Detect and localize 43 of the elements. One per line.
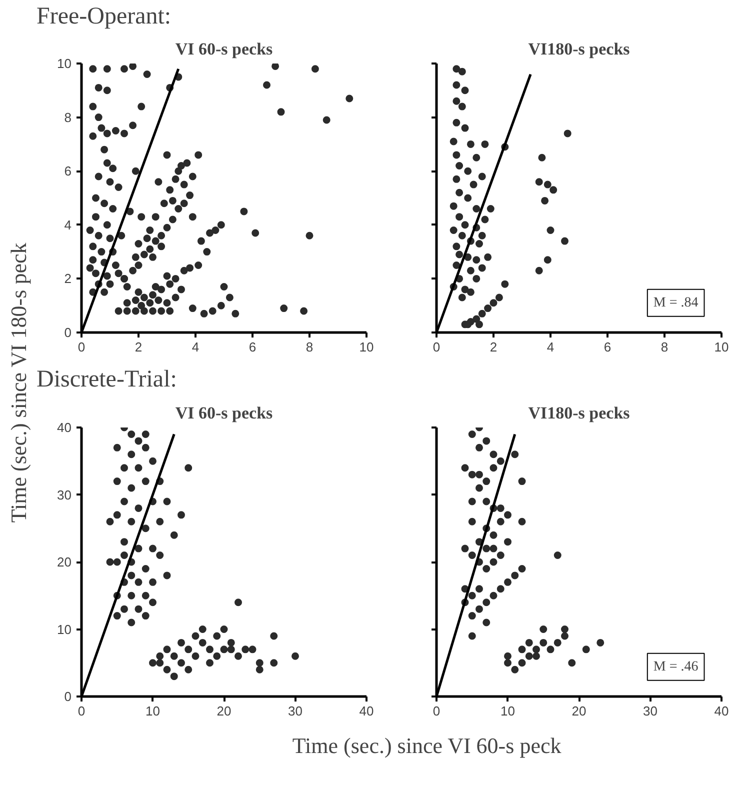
x-tick-label: 40 [714,704,729,718]
x-tick-label: 10 [146,704,160,718]
chart-title: VI180-s pecks [528,404,630,422]
y-tick-label: 8 [64,110,72,125]
y-axis-title: Time (sec.) since VI 180-s peck [6,242,31,523]
chart-title: VI180-s pecks [528,40,630,58]
x-tick-label: 30 [288,704,302,718]
y-tick-label: 40 [57,420,72,435]
x-tick-label: 20 [572,704,586,718]
y-tick-label: 6 [64,164,72,179]
x-tick-label: 10 [359,340,374,354]
y-tick-label: 0 [64,689,72,704]
x-tick-label: 0 [78,340,86,354]
x-tick-label: 20 [216,704,232,718]
x-tick-label: 4 [546,340,554,354]
x-tick-label: 0 [78,704,86,718]
text: Discrete-Trial: [36,366,177,392]
x-tick-label: 0 [432,704,440,718]
y-tick-label: 10 [57,622,72,637]
x-tick-label: 30 [643,704,658,718]
annotation: M = .46 [653,659,698,674]
x-tick-label: 8 [660,340,668,354]
y-tick-label: 2 [64,271,72,286]
annotation: M = .84 [653,295,698,310]
y-tick-label: 20 [57,554,72,570]
text: Free-Operant: [36,4,172,30]
y-tick-label: 4 [64,217,72,232]
y-tick-label: 30 [57,487,72,502]
x-tick-label: 6 [248,340,256,354]
y-tick-label: 10 [57,56,72,71]
x-tick-label: 6 [604,340,612,354]
x-tick-label: 8 [306,340,314,354]
x-tick-label: 40 [359,704,374,718]
chart-title: VI 60-s pecks [175,404,274,422]
x-axis-title: Time (sec.) since VI 60-s peck [292,733,562,758]
x-tick-label: 10 [500,704,515,718]
x-tick-label: 2 [490,340,498,354]
x-tick-label: 2 [134,340,142,354]
y-tick-label: 0 [64,325,72,340]
x-tick-label: 4 [192,340,200,354]
x-tick-label: 0 [432,340,440,354]
x-tick-label: 10 [714,340,729,354]
chart-title: VI 60-s pecks [175,40,274,58]
